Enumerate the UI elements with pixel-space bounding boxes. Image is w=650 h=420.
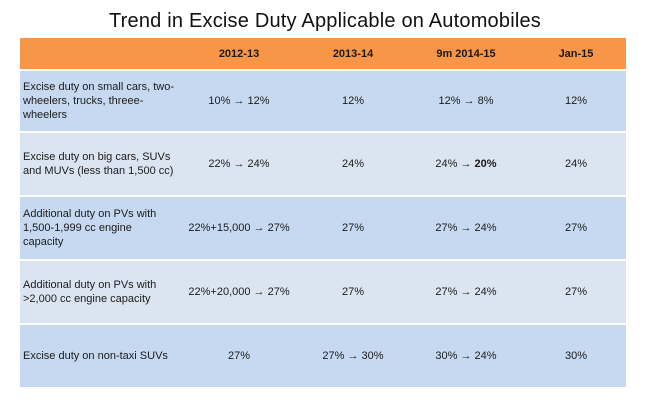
table-cell: 27%: [178, 324, 300, 389]
row-label: Excise duty on small cars, two-wheelers,…: [20, 70, 178, 133]
table-cell: 27% → 30%: [300, 324, 406, 389]
table-cell: 27% → 24%: [406, 260, 526, 325]
table-cell: 24% → 20%: [406, 132, 526, 197]
table-cell: 24%: [300, 132, 406, 197]
table-row: Additional duty on PVs with >2,000 cc en…: [20, 260, 626, 325]
column-header-jan-15: Jan-15: [526, 38, 626, 71]
column-header-label: [20, 38, 178, 71]
table-cell: 27%: [300, 260, 406, 325]
table-header-row: 2012-13 2013-14 9m 2014-15 Jan-15: [20, 38, 626, 71]
table-cell: 30%: [526, 324, 626, 389]
table-cell: 12%: [300, 70, 406, 133]
cell-text: 24% →: [435, 158, 472, 170]
table-row: Excise duty on big cars, SUVs and MUVs (…: [20, 132, 626, 197]
table-row: Additional duty on PVs with 1,500-1,999 …: [20, 196, 626, 261]
table-cell: 22% → 24%: [178, 132, 300, 197]
table-cell: 27%: [300, 196, 406, 261]
table-cell: 27% → 24%: [406, 196, 526, 261]
table-cell: 27%: [526, 196, 626, 261]
table-row: Excise duty on small cars, two-wheelers,…: [20, 70, 626, 133]
column-header-2013-14: 2013-14: [300, 38, 406, 71]
table-cell: 30% → 24%: [406, 324, 526, 389]
page-title: Trend in Excise Duty Applicable on Autom…: [108, 10, 542, 32]
table-cell: 22%+15,000 → 27%: [178, 196, 300, 261]
row-label: Additional duty on PVs with >2,000 cc en…: [20, 260, 178, 325]
row-label: Excise duty on big cars, SUVs and MUVs (…: [20, 132, 178, 197]
table-cell: 27%: [526, 260, 626, 325]
column-header-9m-2014-15: 9m 2014-15: [406, 38, 526, 71]
table-cell: 12% → 8%: [406, 70, 526, 133]
excise-duty-table: 2012-13 2013-14 9m 2014-15 Jan-15 Excise…: [20, 38, 626, 389]
row-label: Additional duty on PVs with 1,500-1,999 …: [20, 196, 178, 261]
table-cell: 10% → 12%: [178, 70, 300, 133]
column-header-2012-13: 2012-13: [178, 38, 300, 71]
table-cell: 22%+20,000 → 27%: [178, 260, 300, 325]
table-cell: 24%: [526, 132, 626, 197]
table-row: Excise duty on non-taxi SUVs 27% 27% → 3…: [20, 324, 626, 389]
table-cell: 12%: [526, 70, 626, 133]
highlighted-value: 20%: [474, 158, 497, 170]
row-label: Excise duty on non-taxi SUVs: [20, 324, 178, 389]
